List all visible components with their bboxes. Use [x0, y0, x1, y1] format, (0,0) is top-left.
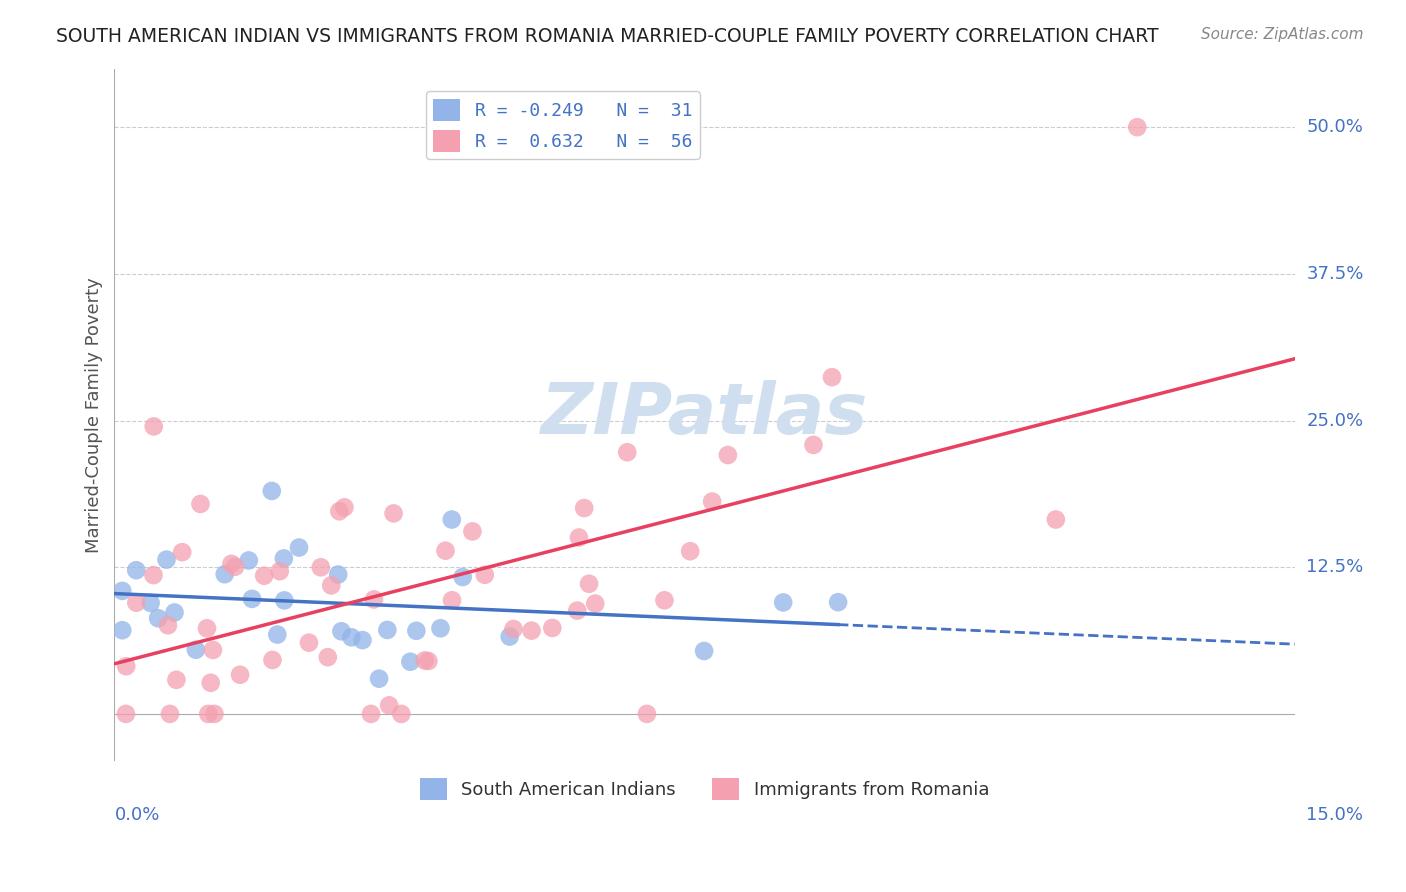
Point: [583, 597, 606, 611]
Point: [111, 583, 134, 598]
Point: [142, 419, 165, 434]
Text: 15.0%: 15.0%: [1306, 805, 1364, 824]
Point: [541, 621, 564, 635]
Point: [273, 551, 295, 566]
Point: [654, 593, 676, 607]
Legend: South American Indians, Immigrants from Romania: South American Indians, Immigrants from …: [412, 771, 997, 807]
Point: [273, 593, 295, 607]
Point: [567, 604, 589, 618]
Point: [195, 621, 218, 635]
Point: [441, 593, 464, 607]
Point: [375, 623, 398, 637]
Point: [568, 531, 591, 545]
Point: [165, 673, 187, 687]
Point: [330, 624, 353, 639]
Point: [172, 545, 194, 559]
Point: [827, 595, 849, 609]
Point: [693, 644, 716, 658]
Y-axis label: Married-Couple Family Poverty: Married-Couple Family Poverty: [86, 277, 103, 552]
Point: [201, 643, 224, 657]
Point: [298, 635, 321, 649]
Point: [253, 568, 276, 582]
Point: [418, 654, 440, 668]
Point: [262, 653, 284, 667]
Point: [616, 445, 638, 459]
Text: ZIPatlas: ZIPatlas: [541, 380, 868, 450]
Point: [405, 624, 427, 638]
Point: [378, 698, 401, 713]
Point: [434, 543, 457, 558]
Point: [363, 592, 385, 607]
Point: [328, 504, 350, 518]
Point: [340, 630, 363, 644]
Point: [184, 642, 207, 657]
Point: [461, 524, 484, 539]
Point: [163, 606, 186, 620]
Point: [221, 557, 243, 571]
Point: [429, 621, 451, 635]
Text: 50.0%: 50.0%: [1306, 119, 1364, 136]
Text: 37.5%: 37.5%: [1306, 265, 1364, 283]
Point: [266, 627, 288, 641]
Point: [115, 706, 138, 721]
Point: [309, 560, 332, 574]
Point: [190, 497, 212, 511]
Point: [328, 567, 350, 582]
Point: [214, 567, 236, 582]
Point: [717, 448, 740, 462]
Point: [288, 541, 311, 555]
Point: [772, 595, 794, 609]
Point: [142, 568, 165, 582]
Point: [1045, 512, 1067, 526]
Text: 0.0%: 0.0%: [114, 805, 160, 824]
Text: Source: ZipAtlas.com: Source: ZipAtlas.com: [1201, 27, 1364, 42]
Point: [333, 500, 356, 515]
Point: [499, 630, 522, 644]
Point: [238, 553, 260, 567]
Point: [440, 512, 463, 526]
Point: [574, 501, 596, 516]
Point: [229, 667, 252, 681]
Point: [125, 563, 148, 577]
Point: [155, 552, 177, 566]
Point: [260, 483, 283, 498]
Point: [139, 596, 162, 610]
Text: 12.5%: 12.5%: [1306, 558, 1364, 576]
Point: [474, 567, 496, 582]
Point: [368, 672, 391, 686]
Point: [399, 655, 422, 669]
Point: [197, 706, 219, 721]
Point: [111, 624, 134, 638]
Point: [821, 370, 844, 384]
Text: SOUTH AMERICAN INDIAN VS IMMIGRANTS FROM ROMANIA MARRIED-COUPLE FAMILY POVERTY C: SOUTH AMERICAN INDIAN VS IMMIGRANTS FROM…: [56, 27, 1159, 45]
Point: [1126, 120, 1149, 135]
Point: [389, 706, 412, 721]
Point: [636, 706, 658, 721]
Point: [146, 611, 169, 625]
Point: [382, 507, 405, 521]
Point: [224, 559, 246, 574]
Point: [316, 650, 339, 665]
Point: [156, 618, 179, 632]
Point: [702, 494, 724, 508]
Point: [679, 544, 702, 558]
Point: [125, 596, 148, 610]
Point: [803, 438, 825, 452]
Point: [578, 576, 600, 591]
Point: [413, 653, 436, 667]
Point: [451, 570, 474, 584]
Point: [269, 564, 291, 578]
Point: [159, 706, 181, 721]
Text: 25.0%: 25.0%: [1306, 411, 1364, 430]
Point: [115, 659, 138, 673]
Point: [502, 622, 524, 636]
Point: [520, 624, 543, 638]
Point: [321, 578, 343, 592]
Point: [240, 591, 263, 606]
Point: [200, 675, 222, 690]
Point: [352, 633, 374, 648]
Point: [204, 706, 226, 721]
Point: [360, 706, 382, 721]
